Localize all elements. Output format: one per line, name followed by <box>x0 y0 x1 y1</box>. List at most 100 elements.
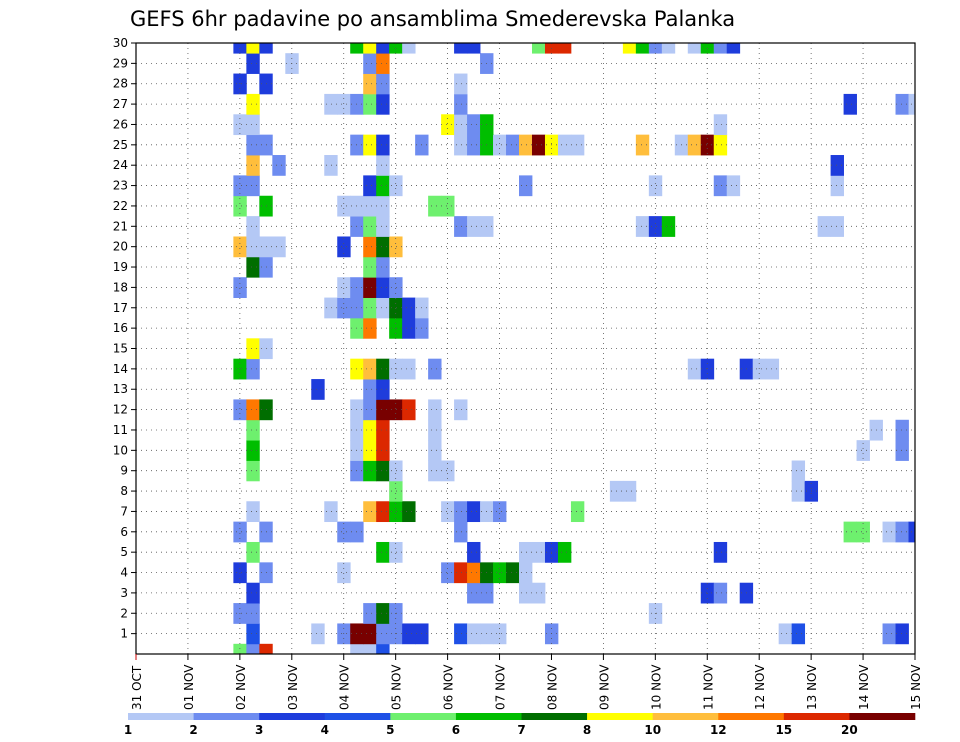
heatmap-cell <box>713 541 728 563</box>
heatmap-cell <box>687 43 702 54</box>
heatmap-cell <box>778 623 793 645</box>
heatmap-cell <box>817 216 832 237</box>
y-tick-label: 7 <box>120 504 128 518</box>
heatmap-cell <box>752 358 767 380</box>
heatmap-cell <box>467 43 481 54</box>
heatmap-cell <box>363 358 377 380</box>
y-tick-label: 13 <box>113 382 128 396</box>
heatmap-cell <box>519 175 533 197</box>
heatmap-cell <box>661 216 676 237</box>
heatmap-cell <box>376 603 390 624</box>
heatmap-cell <box>856 521 870 543</box>
heatmap-cell <box>428 440 442 461</box>
heatmap-cell <box>246 440 260 461</box>
heatmap-cell <box>493 134 507 156</box>
y-tick-label: 14 <box>113 362 128 376</box>
heatmap-cell <box>337 236 351 258</box>
heatmap-cell <box>531 134 546 156</box>
x-tick-label: 12 NOV <box>753 664 767 710</box>
y-tick-label: 11 <box>113 423 128 437</box>
heatmap-cell <box>791 623 806 645</box>
y-tick-label: 8 <box>120 484 128 498</box>
colorbar-swatch <box>849 713 916 720</box>
heatmap-cell <box>389 399 403 421</box>
heatmap-cell <box>337 277 351 298</box>
heatmap-cell <box>350 43 364 54</box>
heatmap-cell <box>882 623 896 645</box>
x-tick-label: 10 NOV <box>649 664 663 710</box>
heatmap-cell <box>363 93 377 115</box>
heatmap-cell <box>246 175 260 197</box>
heatmap-cell <box>402 623 416 645</box>
heatmap-cell <box>713 582 728 604</box>
heatmap-cell <box>402 43 416 54</box>
heatmap-cell <box>700 134 715 156</box>
heatmap-cell <box>506 134 520 156</box>
heatmap-cell <box>376 460 390 482</box>
colorbar-label: 15 <box>775 723 792 737</box>
x-tick-label: 09 NOV <box>597 664 611 710</box>
x-axis-ticks: 31 OCT 01 NOV 02 NOV 03 NOV 04 NOV 05 NOV 06 N… <box>130 654 923 710</box>
heatmap-cell <box>428 419 442 441</box>
y-tick-label: 3 <box>120 586 128 600</box>
heatmap-cell <box>363 501 377 523</box>
heatmap-cell <box>467 216 481 237</box>
heatmap-cell <box>233 236 247 258</box>
heatmap-cell <box>246 53 260 74</box>
heatmap-cell <box>233 358 247 380</box>
heatmap-cell <box>337 297 351 319</box>
heatmap-cell <box>246 501 260 523</box>
heatmap-cell <box>376 134 390 156</box>
colorbar-swatch <box>193 713 260 720</box>
heatmap-cell <box>246 358 260 380</box>
heatmap-cell <box>363 277 377 298</box>
heatmap-cell <box>389 175 403 197</box>
colorbar-swatch <box>259 713 326 720</box>
heatmap-cell <box>246 419 260 441</box>
colorbar-swatch <box>128 713 194 720</box>
heatmap-cell <box>363 53 377 74</box>
heatmap-cell <box>830 216 844 237</box>
heatmap-cell <box>519 134 533 156</box>
heatmap-cell <box>363 643 377 655</box>
heatmap-cell <box>233 399 247 421</box>
colorbar-swatch <box>455 713 522 720</box>
heatmap-cell <box>493 562 507 584</box>
heatmap-cell <box>376 399 390 421</box>
colorbar-swatch <box>324 713 391 720</box>
heatmap-cell <box>389 236 403 258</box>
heatmap-cell <box>648 216 663 237</box>
heatmap-cell <box>467 623 481 645</box>
heatmap-cell <box>882 521 896 543</box>
y-axis-ticks: 1234567891011121314151617181920212223242… <box>113 36 136 641</box>
colorbar-label: 1 <box>124 723 132 737</box>
heatmap-cell <box>324 501 338 523</box>
heatmap-cell <box>713 43 728 54</box>
heatmap-cell <box>635 216 650 237</box>
heatmap-cell <box>337 93 351 115</box>
heatmap-cell <box>428 399 442 421</box>
heatmap-cell <box>233 114 247 136</box>
y-tick-label: 4 <box>120 566 128 580</box>
heatmap-cell <box>350 643 364 655</box>
heatmap-cell <box>557 43 572 54</box>
colorbar-swatch <box>652 713 719 720</box>
heatmap-cell <box>519 541 533 563</box>
x-tick-label: 14 NOV <box>857 664 871 710</box>
heatmap-cell <box>467 501 481 523</box>
colorbar-label: 7 <box>517 723 525 737</box>
chart-title: GEFS 6hr padavine po ansamblima Smederev… <box>130 7 735 31</box>
y-tick-label: 26 <box>113 117 128 131</box>
heatmap-cell <box>376 440 390 461</box>
y-tick-label: 20 <box>113 240 128 254</box>
heatmap-cell <box>830 155 844 176</box>
heatmap-cell <box>233 643 247 655</box>
colorbar-label: 5 <box>386 723 394 737</box>
heatmap-cell <box>467 582 481 604</box>
heatmap-cell <box>726 43 741 54</box>
heatmap-cell <box>700 358 715 380</box>
x-tick-label: 01 NOV <box>182 664 196 710</box>
heatmap-cell <box>376 73 390 95</box>
heatmap-cell <box>311 623 325 645</box>
